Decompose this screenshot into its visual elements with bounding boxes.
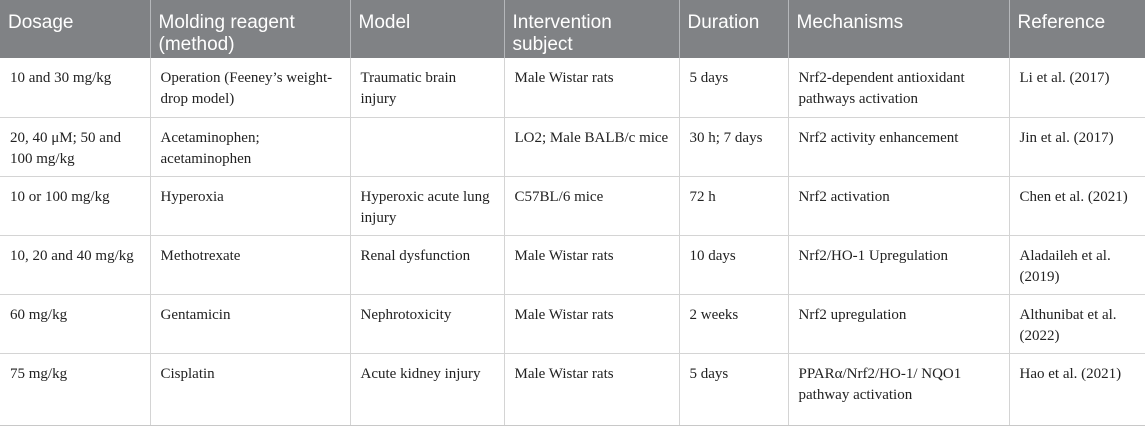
cell-molding-reagent: Cisplatin <box>149 353 350 426</box>
cell-duration: 5 days <box>678 58 788 118</box>
header-molding-reagent: Molding reagent (method) <box>149 0 350 58</box>
cell-intervention-subject: Male Wistar rats <box>503 353 679 426</box>
cell-model: Hyperoxic acute lung injury <box>349 176 504 236</box>
cell-molding-reagent: Hyperoxia <box>149 176 350 236</box>
header-intervention-subject: Intervention subject <box>503 0 679 58</box>
cell-duration: 72 h <box>678 176 788 236</box>
cell-dosage: 10 or 100 mg/kg <box>0 176 150 236</box>
cell-reference: Hao et al. (2021) <box>1008 353 1145 426</box>
table-row: 10 and 30 mg/kg Operation (Feeney’s weig… <box>0 58 1145 118</box>
header-dosage: Dosage <box>0 0 150 58</box>
header-reference: Reference <box>1008 0 1145 58</box>
table-row: 20, 40 μM; 50 and 100 mg/kg Acetaminophe… <box>0 117 1145 177</box>
cell-duration: 30 h; 7 days <box>678 117 788 177</box>
cell-reference: Li et al. (2017) <box>1008 58 1145 118</box>
table-row: 75 mg/kg Cisplatin Acute kidney injury M… <box>0 353 1145 426</box>
table-row: 60 mg/kg Gentamicin Nephrotoxicity Male … <box>0 294 1145 354</box>
cell-reference: Chen et al. (2021) <box>1008 176 1145 236</box>
cell-model: Renal dysfunction <box>349 235 504 295</box>
cell-intervention-subject: Male Wistar rats <box>503 58 679 118</box>
cell-reference: Althunibat et al. (2022) <box>1008 294 1145 354</box>
cell-model: Nephrotoxicity <box>349 294 504 354</box>
cell-mechanisms: Nrf2 upregulation <box>787 294 1009 354</box>
cell-molding-reagent: Operation (Feeney’s weight-drop model) <box>149 58 350 118</box>
cell-duration: 10 days <box>678 235 788 295</box>
cell-mechanisms: PPARα/Nrf2/HO-1/ NQO1 pathway activation <box>787 353 1009 426</box>
cell-mechanisms: Nrf2/HO-1 Upregulation <box>787 235 1009 295</box>
cell-intervention-subject: C57BL/6 mice <box>503 176 679 236</box>
cell-model: Traumatic brain injury <box>349 58 504 118</box>
header-duration: Duration <box>678 0 788 58</box>
cell-molding-reagent: Acetaminophen; acetaminophen <box>149 117 350 177</box>
cell-model <box>349 117 504 177</box>
cell-reference: Jin et al. (2017) <box>1008 117 1145 177</box>
cell-dosage: 60 mg/kg <box>0 294 150 354</box>
cell-dosage: 75 mg/kg <box>0 353 150 426</box>
cell-molding-reagent: Gentamicin <box>149 294 350 354</box>
cell-model: Acute kidney injury <box>349 353 504 426</box>
cell-intervention-subject: Male Wistar rats <box>503 235 679 295</box>
table-row: 10, 20 and 40 mg/kg Methotrexate Renal d… <box>0 235 1145 295</box>
cell-dosage: 10, 20 and 40 mg/kg <box>0 235 150 295</box>
cell-mechanisms: Nrf2 activity enhancement <box>787 117 1009 177</box>
cell-dosage: 20, 40 μM; 50 and 100 mg/kg <box>0 117 150 177</box>
cell-molding-reagent: Methotrexate <box>149 235 350 295</box>
table-header-row: Dosage Molding reagent (method) Model In… <box>0 0 1145 58</box>
table-row: 10 or 100 mg/kg Hyperoxia Hyperoxic acut… <box>0 176 1145 236</box>
header-model: Model <box>349 0 504 58</box>
cell-duration: 2 weeks <box>678 294 788 354</box>
cell-mechanisms: Nrf2-dependent antioxidant pathways acti… <box>787 58 1009 118</box>
cell-duration: 5 days <box>678 353 788 426</box>
cell-intervention-subject: Male Wistar rats <box>503 294 679 354</box>
cell-dosage: 10 and 30 mg/kg <box>0 58 150 118</box>
cell-intervention-subject: LO2; Male BALB/c mice <box>503 117 679 177</box>
cell-reference: Aladaileh et al. (2019) <box>1008 235 1145 295</box>
cell-mechanisms: Nrf2 activation <box>787 176 1009 236</box>
header-mechanisms: Mechanisms <box>787 0 1009 58</box>
